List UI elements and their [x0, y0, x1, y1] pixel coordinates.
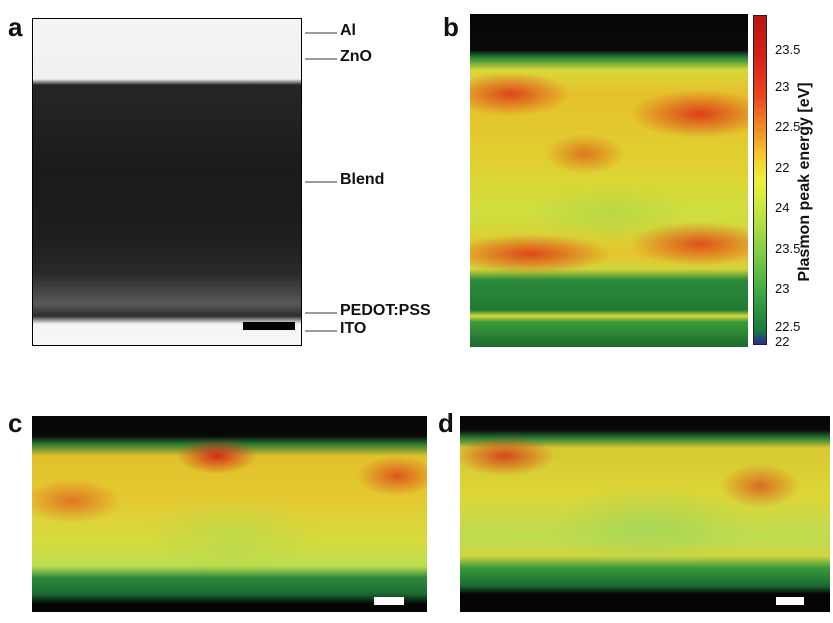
colorbar-tick: 23 — [775, 281, 790, 296]
colorbar-tick: 24 — [775, 200, 790, 215]
leader-line-ito — [305, 330, 337, 332]
colorbar-tick: 22 — [775, 334, 790, 349]
layer-label-blend: Blend — [340, 171, 385, 188]
tem-cross-section-image — [32, 18, 302, 346]
scale-bar-d — [776, 597, 804, 605]
scale-bar-a — [243, 322, 295, 330]
plasmon-map-c — [32, 416, 427, 612]
colorbar-tick: 23.5 — [775, 42, 801, 57]
layer-label-ito: ITO — [340, 320, 367, 337]
leader-line-pedot — [305, 312, 337, 314]
leader-line-blend — [305, 181, 337, 183]
plasmon-map-b — [470, 14, 748, 347]
panel-label-c: c — [8, 408, 23, 438]
colorbar-tick: 23.5 — [775, 241, 801, 256]
leader-line-al — [305, 32, 337, 34]
colorbar-tick: 22 — [775, 160, 790, 175]
layer-label-zno: ZnO — [340, 48, 372, 65]
panel-label-d: d — [438, 408, 454, 438]
scale-bar-c — [374, 597, 404, 605]
layer-label-al: Al — [340, 22, 356, 39]
colorbar-tick: 22.5 — [775, 319, 801, 334]
panel-label-b: b — [443, 12, 459, 42]
panel-label-a: a — [8, 12, 23, 42]
layer-label-pedot: PEDOT:PSS — [340, 302, 431, 319]
leader-line-zno — [305, 58, 337, 60]
colorbar-title: Plasmon peak energy [eV] — [796, 82, 813, 282]
plasmon-map-d — [460, 416, 830, 612]
colorbar — [753, 15, 767, 345]
colorbar-tick: 23 — [775, 79, 790, 94]
colorbar-tick: 22.5 — [775, 119, 801, 134]
